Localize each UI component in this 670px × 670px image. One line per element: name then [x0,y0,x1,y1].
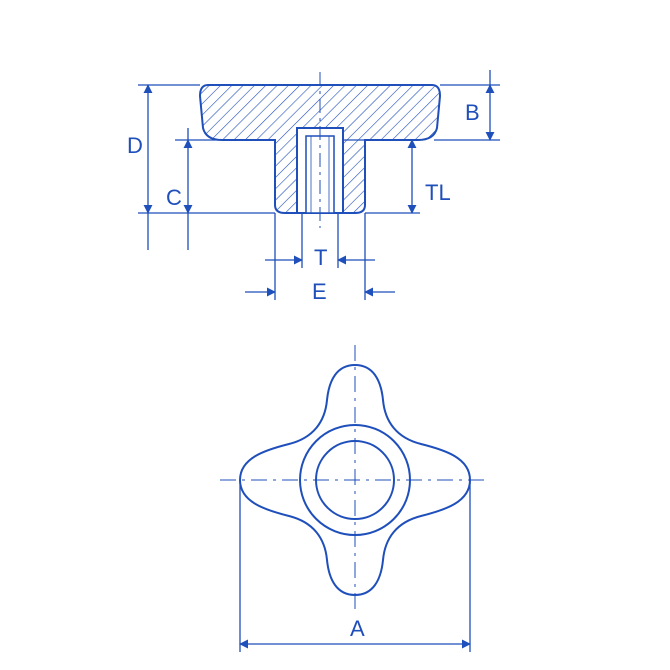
label-B: B [465,100,480,126]
label-C: C [166,185,182,211]
technical-drawing: A B C D E T TL [0,0,670,670]
label-T: T [314,245,327,271]
label-E: E [312,279,327,305]
label-D: D [127,133,143,159]
top-view [220,345,490,615]
label-TL: TL [425,180,451,206]
label-A: A [350,616,365,642]
drawing-svg [0,0,670,670]
side-view [200,72,440,228]
